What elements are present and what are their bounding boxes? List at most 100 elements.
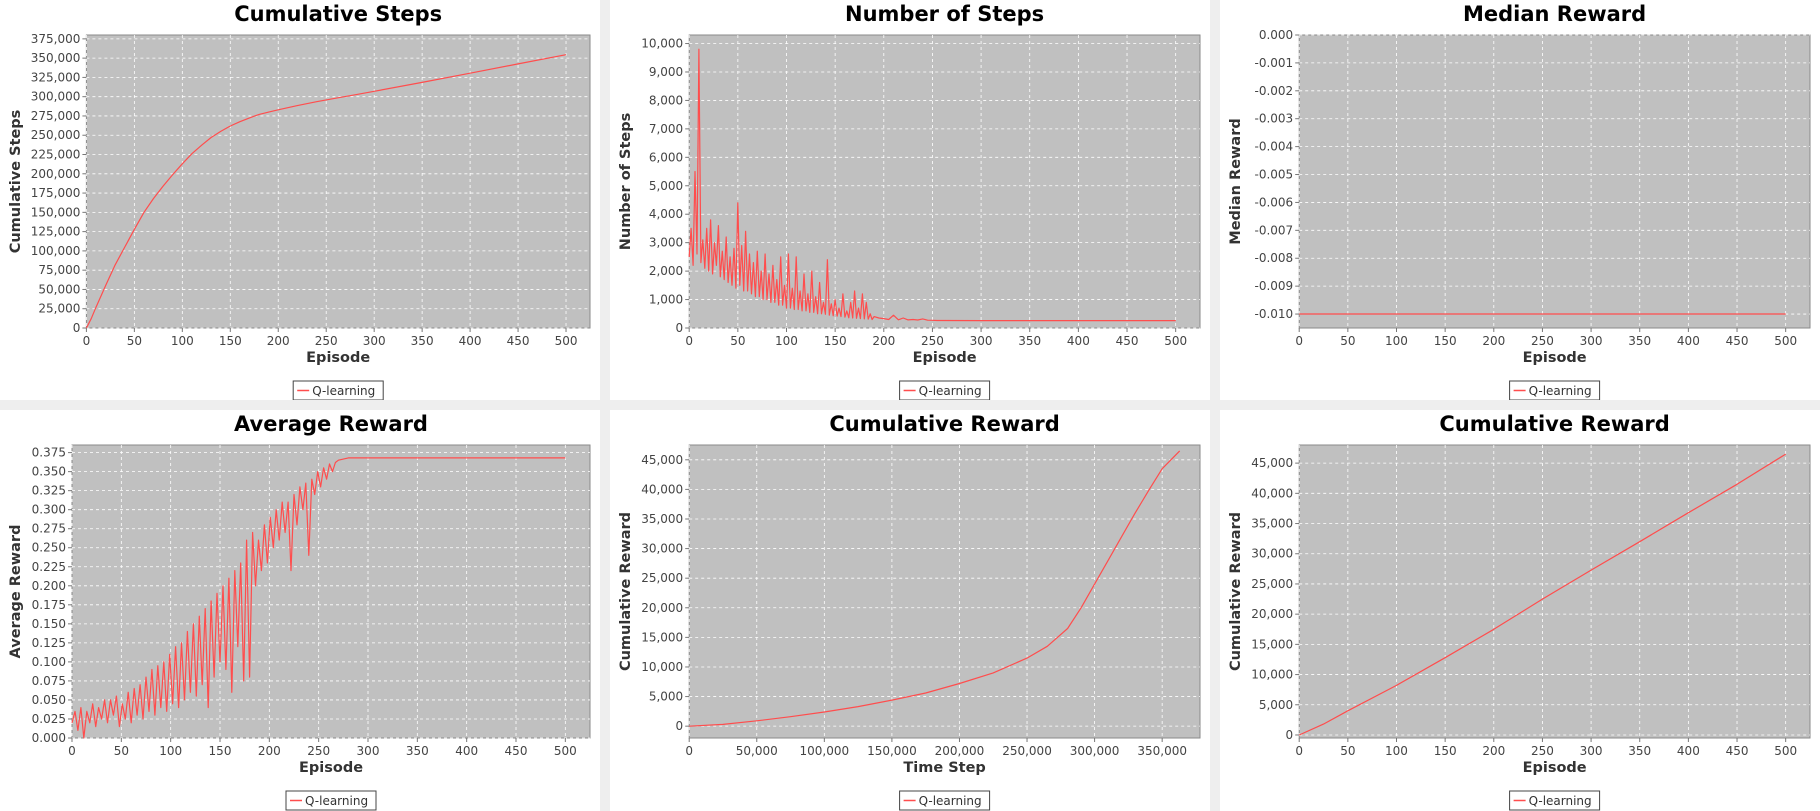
y-tick-label: 7,000: [649, 122, 683, 136]
x-tick-label: 0: [83, 334, 91, 348]
y-tick-label: 0.050: [32, 693, 66, 707]
x-tick-label: 150: [824, 334, 847, 348]
x-tick-label: 0: [1295, 334, 1303, 348]
y-tick-label: -0.009: [1255, 279, 1294, 293]
y-tick-label: 25,000: [641, 571, 683, 585]
y-tick-label: 5,000: [649, 179, 683, 193]
x-tick-label: 50,000: [736, 744, 778, 758]
y-tick-label: 0.000: [32, 731, 66, 745]
x-tick-label: 450: [1116, 334, 1139, 348]
x-tick-label: 300: [363, 334, 386, 348]
x-tick-label: 300: [1580, 744, 1603, 758]
x-tick-label: 50: [114, 744, 129, 758]
x-tick-label: 400: [455, 744, 478, 758]
y-tick-label: 0.325: [32, 484, 66, 498]
legend: Q-learning: [292, 380, 384, 400]
legend: Q-learning: [1509, 790, 1601, 811]
chart-svg-3: Median Reward -0.010 -0.009 -0.008 -0.007 -0.…: [1228, 2, 1811, 400]
series-line-q-learning: [689, 450, 1181, 727]
y-tick-label: -0.003: [1255, 112, 1294, 126]
y-tick-label: 0.175: [32, 598, 66, 612]
x-tick-label: 200,000: [935, 744, 985, 758]
y-tick-label: 30,000: [641, 542, 683, 556]
x-tick-label: 350,000: [1137, 744, 1187, 758]
y-axis-label: Number of Steps: [618, 113, 634, 251]
plot-area: [71, 444, 591, 739]
y-tick-label: 0: [676, 321, 684, 335]
y-tick-label: 0.150: [32, 617, 66, 631]
x-tick-label: 200: [1482, 334, 1505, 348]
x-tick-label: 150: [1434, 744, 1457, 758]
series-line-q-learning: [688, 48, 1176, 322]
y-axis-label: Cumulative Reward: [1228, 512, 1244, 671]
y-tick-label: 125,000: [31, 225, 81, 239]
x-tick-label: 300,000: [1070, 744, 1120, 758]
chart-panel-5: Cumulative Reward 0 5,000 10,000 15,000 20,00…: [610, 410, 1210, 811]
x-tick-label: 100: [775, 334, 798, 348]
legend-label: Q-learning: [1529, 384, 1592, 398]
y-tick-label: 9,000: [649, 65, 683, 79]
x-tick-label: 150: [1434, 334, 1457, 348]
x-tick-label: 500: [1774, 744, 1797, 758]
y-tick-label: 6,000: [649, 150, 683, 164]
x-tick-label: 100: [171, 334, 194, 348]
y-tick-label: 10,000: [641, 660, 683, 674]
x-tick-label: 400: [1677, 334, 1700, 348]
x-axis-label: Episode: [306, 350, 370, 366]
x-axis-label: Episode: [913, 350, 977, 366]
legend: Q-learning: [1509, 380, 1601, 400]
x-tick-label: 100: [1385, 334, 1408, 348]
y-tick-label: 25,000: [1251, 577, 1293, 591]
y-tick-label: 0.100: [32, 655, 66, 669]
x-tick-label: 350: [411, 334, 434, 348]
chart-panel-4: Average Reward 0.000 0.025 0.050 0.075 0.100 0…: [0, 410, 600, 811]
chart-panel-2: Number of Steps 0 1,000 2,000 3,000 4,000 5,00…: [610, 0, 1210, 400]
y-tick-label: 175,000: [31, 186, 81, 200]
y-tick-label: -0.004: [1255, 140, 1294, 154]
chart-svg-4: Average Reward 0.000 0.025 0.050 0.075 0.100 0…: [8, 412, 591, 811]
y-tick-label: 5,000: [1259, 698, 1293, 712]
x-tick-label: 150: [219, 334, 242, 348]
plot-area: [85, 34, 591, 329]
y-tick-label: -0.007: [1255, 223, 1294, 237]
x-tick-label: 500: [1164, 334, 1187, 348]
x-tick-label: 0: [685, 744, 693, 758]
y-tick-label: 45,000: [1251, 456, 1293, 470]
x-tick-label: 300: [970, 334, 993, 348]
x-tick-label: 500: [1774, 334, 1797, 348]
y-tick-label: 0.350: [32, 465, 66, 479]
y-axis-label: Median Reward: [1228, 118, 1244, 244]
legend-label: Q-learning: [305, 794, 368, 808]
plot-area: [688, 444, 1201, 739]
y-tick-label: 0.225: [32, 560, 66, 574]
y-tick-label: 275,000: [31, 109, 81, 123]
y-tick-label: 15,000: [1251, 637, 1293, 651]
x-tick-label: 250: [307, 744, 330, 758]
plot-area: [688, 34, 1201, 329]
y-tick-label: -0.008: [1255, 251, 1294, 265]
y-tick-label: 20,000: [1251, 607, 1293, 621]
x-tick-label: 450: [507, 334, 530, 348]
y-tick-label: 8,000: [649, 93, 683, 107]
y-tick-label: 150,000: [31, 205, 81, 219]
y-axis-label: Average Reward: [8, 525, 24, 659]
y-tick-label: 10,000: [1251, 668, 1293, 682]
x-tick-label: 300: [1580, 334, 1603, 348]
x-tick-label: 450: [1726, 744, 1749, 758]
x-tick-label: 350: [1018, 334, 1041, 348]
x-tick-label: 100: [159, 744, 182, 758]
y-tick-label: -0.002: [1255, 84, 1294, 98]
y-tick-label: 45,000: [641, 453, 683, 467]
y-tick-label: 5,000: [649, 690, 683, 704]
x-tick-label: 250: [1531, 334, 1554, 348]
y-tick-label: 2,000: [649, 264, 683, 278]
legend-label: Q-learning: [919, 794, 982, 808]
y-tick-label: 0.025: [32, 712, 66, 726]
x-tick-label: 50: [1340, 744, 1355, 758]
y-tick-label: 0.300: [32, 503, 66, 517]
x-tick-label: 0: [68, 744, 76, 758]
y-tick-label: 40,000: [641, 482, 683, 496]
legend-box: [1509, 790, 1601, 811]
chart-panel-6: Cumulative Reward 0 5,000 10,000 15,000 20,00…: [1220, 410, 1820, 811]
x-tick-label: 200: [258, 744, 281, 758]
